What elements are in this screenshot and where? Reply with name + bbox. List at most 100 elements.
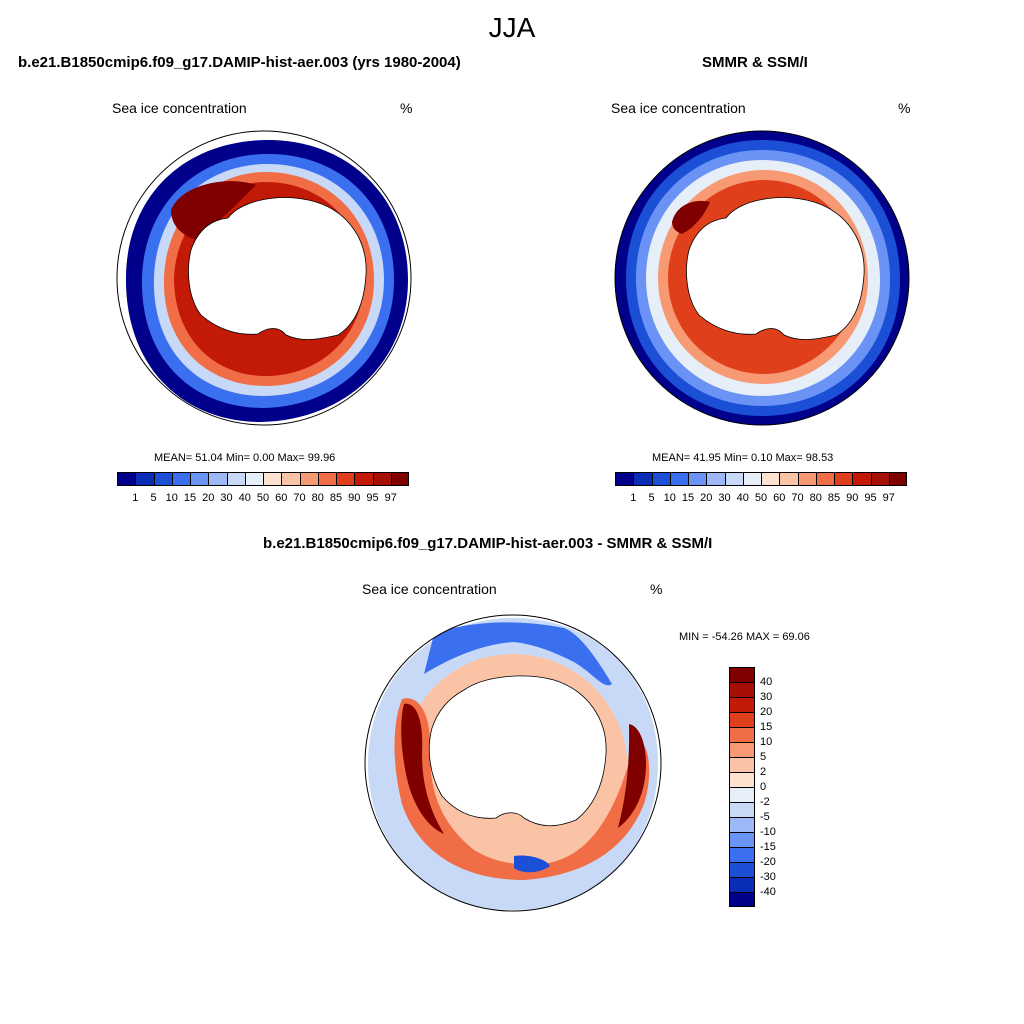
panel-2-colorbar-swatch	[834, 472, 853, 486]
diff-colorbar-swatch	[729, 877, 755, 892]
panel-1-colorbar-tick-label: 10	[165, 492, 178, 504]
panel-1-stats: MEAN= 51.04 Min= 0.00 Max= 99.96	[154, 452, 336, 464]
panel-2-colorbar-tick-label: 85	[827, 492, 841, 504]
panel-2-colorbar-swatch	[870, 472, 889, 486]
diff-colorbar-tick-label: 10	[760, 736, 773, 748]
diff-panel-map	[364, 614, 662, 912]
diff-colorbar-swatch	[729, 667, 755, 682]
panel-1-colorbar-swatch	[226, 472, 245, 486]
panel-1-colorbar-swatch	[171, 472, 190, 486]
diff-colorbar-swatch	[729, 772, 755, 787]
panel-1-colorbar-tick-label: 5	[150, 492, 157, 504]
panel-2-colorbar-tick-label: 30	[718, 492, 731, 504]
diff-colorbar-tick-label: -10	[760, 826, 776, 838]
panel-2-subtitle-left: Sea ice concentration	[611, 100, 746, 116]
panel-2-colorbar-tick-label: 50	[754, 492, 768, 504]
diff-colorbar-tick-label: -20	[760, 856, 776, 868]
panel-1-colorbar-swatches	[117, 472, 409, 486]
diff-colorbar-swatch	[729, 847, 755, 862]
diff-colorbar-swatch	[729, 802, 755, 817]
panel-1-subtitle-right: %	[400, 100, 413, 116]
panel-1-colorbar-tick-label: 80	[311, 492, 324, 504]
panel-1-colorbar-swatch	[336, 472, 355, 486]
panel-2-stats: MEAN= 41.95 Min= 0.10 Max= 98.53	[652, 452, 834, 464]
panel-1-colorbar-labels: 1 5 10 15 20 30 40 50 60 70 80 85 90 95 97	[117, 492, 409, 506]
diff-colorbar-swatch	[729, 787, 755, 802]
panel-2-colorbar-tick-label: 97	[882, 492, 895, 504]
panel-2-colorbar-swatch	[742, 472, 761, 486]
panel-1-colorbar-tick-label: 15	[183, 492, 197, 504]
diff-colorbar-tick-label: 0	[760, 781, 767, 793]
diff-colorbar-tick-label: -2	[760, 796, 770, 808]
diff-colorbar-tick-label: 2	[760, 766, 767, 778]
diff-panel-stats: MIN = -54.26 MAX = 69.06	[679, 631, 810, 643]
diff-colorbar-tick-label: -15	[760, 841, 776, 853]
diff-colorbar-swatch	[729, 727, 755, 742]
panel-1-colorbar-swatch	[190, 472, 209, 486]
panel-2-colorbar-swatch	[688, 472, 707, 486]
diff-colorbar-swatch	[729, 757, 755, 772]
panel-1-title: b.e21.B1850cmip6.f09_g17.DAMIP-hist-aer.…	[18, 54, 461, 71]
diff-colorbar-swatch	[729, 832, 755, 847]
panel-2-colorbar-swatches	[615, 472, 907, 486]
diff-colorbar-tick-label: 15	[760, 721, 773, 733]
panel-1-colorbar-swatch	[299, 472, 318, 486]
panel-1-colorbar-swatch	[281, 472, 300, 486]
panel-2-colorbar-swatch	[852, 472, 871, 486]
panel-2-colorbar-tick-label: 70	[791, 492, 804, 504]
diff-colorbar-tick-label: 30	[760, 691, 773, 703]
panel-2-colorbar: 1 5 10 15 20 30 40 50 60 70 80 85 90 95 97	[615, 472, 907, 506]
panel-1-colorbar-tick-label: 85	[329, 492, 343, 504]
panel-1-antarctica	[188, 197, 367, 340]
panel-1-colorbar-tick-label: 40	[238, 492, 251, 504]
panel-2-colorbar-swatch	[651, 472, 670, 486]
panel-2-colorbar-swatch	[615, 472, 634, 486]
panel-1-subtitle-left: Sea ice concentration	[112, 100, 247, 116]
diff-colorbar-tick-label: -30	[760, 871, 776, 883]
diff-colorbar-tick-label: -5	[760, 811, 770, 823]
panel-2-colorbar-tick-label: 5	[648, 492, 655, 504]
panel-1-colorbar-swatch	[354, 472, 373, 486]
figure-title: JJA	[488, 12, 536, 43]
panel-2-colorbar-swatch	[888, 472, 907, 486]
panel-2-antarctica	[686, 197, 865, 340]
panel-2-colorbar-swatch	[706, 472, 725, 486]
panel-2-colorbar-tick-label: 20	[700, 492, 713, 504]
panel-2-colorbar-swatch	[724, 472, 743, 486]
diff-colorbar-swatch	[729, 862, 755, 877]
panel-1-colorbar-swatch	[117, 472, 136, 486]
diff-colorbar-swatch	[729, 742, 755, 757]
panel-1-colorbar-swatch	[263, 472, 282, 486]
panel-2-colorbar-swatch	[815, 472, 834, 486]
panel-2-colorbar-swatch	[633, 472, 652, 486]
panel-2-colorbar-swatch	[797, 472, 816, 486]
diff-panel-subtitle-right: %	[650, 581, 663, 597]
panel-2-colorbar-tick-label: 15	[681, 492, 695, 504]
panel-1-colorbar-tick-label: 20	[202, 492, 215, 504]
panel-1-colorbar-swatch	[208, 472, 227, 486]
panel-1-colorbar: 1 5 10 15 20 30 40 50 60 70 80 85 90 95 97	[117, 472, 409, 506]
panel-2-colorbar-tick-label: 1	[630, 492, 637, 504]
diff-panel-antarctica	[428, 675, 607, 827]
diff-colorbar-tick-label: 20	[760, 706, 773, 718]
panel-2-title: SMMR & SSM/I	[702, 54, 808, 71]
panel-1-colorbar-tick-label: 60	[275, 492, 288, 504]
panel-1-colorbar-swatch	[135, 472, 154, 486]
diff-colorbar-swatch	[729, 817, 755, 832]
panel-1-colorbar-tick-label: 90	[348, 492, 361, 504]
diff-colorbar-swatch	[729, 712, 755, 727]
panel-2-colorbar-tick-label: 80	[809, 492, 822, 504]
panel-1-colorbar-tick-label: 97	[384, 492, 397, 504]
panel-2-colorbar-swatch	[761, 472, 780, 486]
panel-2-colorbar-tick-label: 10	[663, 492, 676, 504]
diff-panel-map-boundary	[364, 614, 662, 912]
diff-panel-title: b.e21.B1850cmip6.f09_g17.DAMIP-hist-aer.…	[263, 535, 713, 552]
panel-1-colorbar-swatch	[372, 472, 391, 486]
panel-2-colorbar-tick-label: 95	[864, 492, 877, 504]
panel-1-map-boundary	[116, 130, 412, 426]
panel-2-colorbar-tick-label: 40	[736, 492, 749, 504]
panel-1-colorbar-tick-label: 50	[256, 492, 270, 504]
panel-1-colorbar-tick-label: 70	[293, 492, 306, 504]
panel-1-colorbar-tick-label: 95	[366, 492, 379, 504]
panel-1-colorbar-swatch	[153, 472, 172, 486]
